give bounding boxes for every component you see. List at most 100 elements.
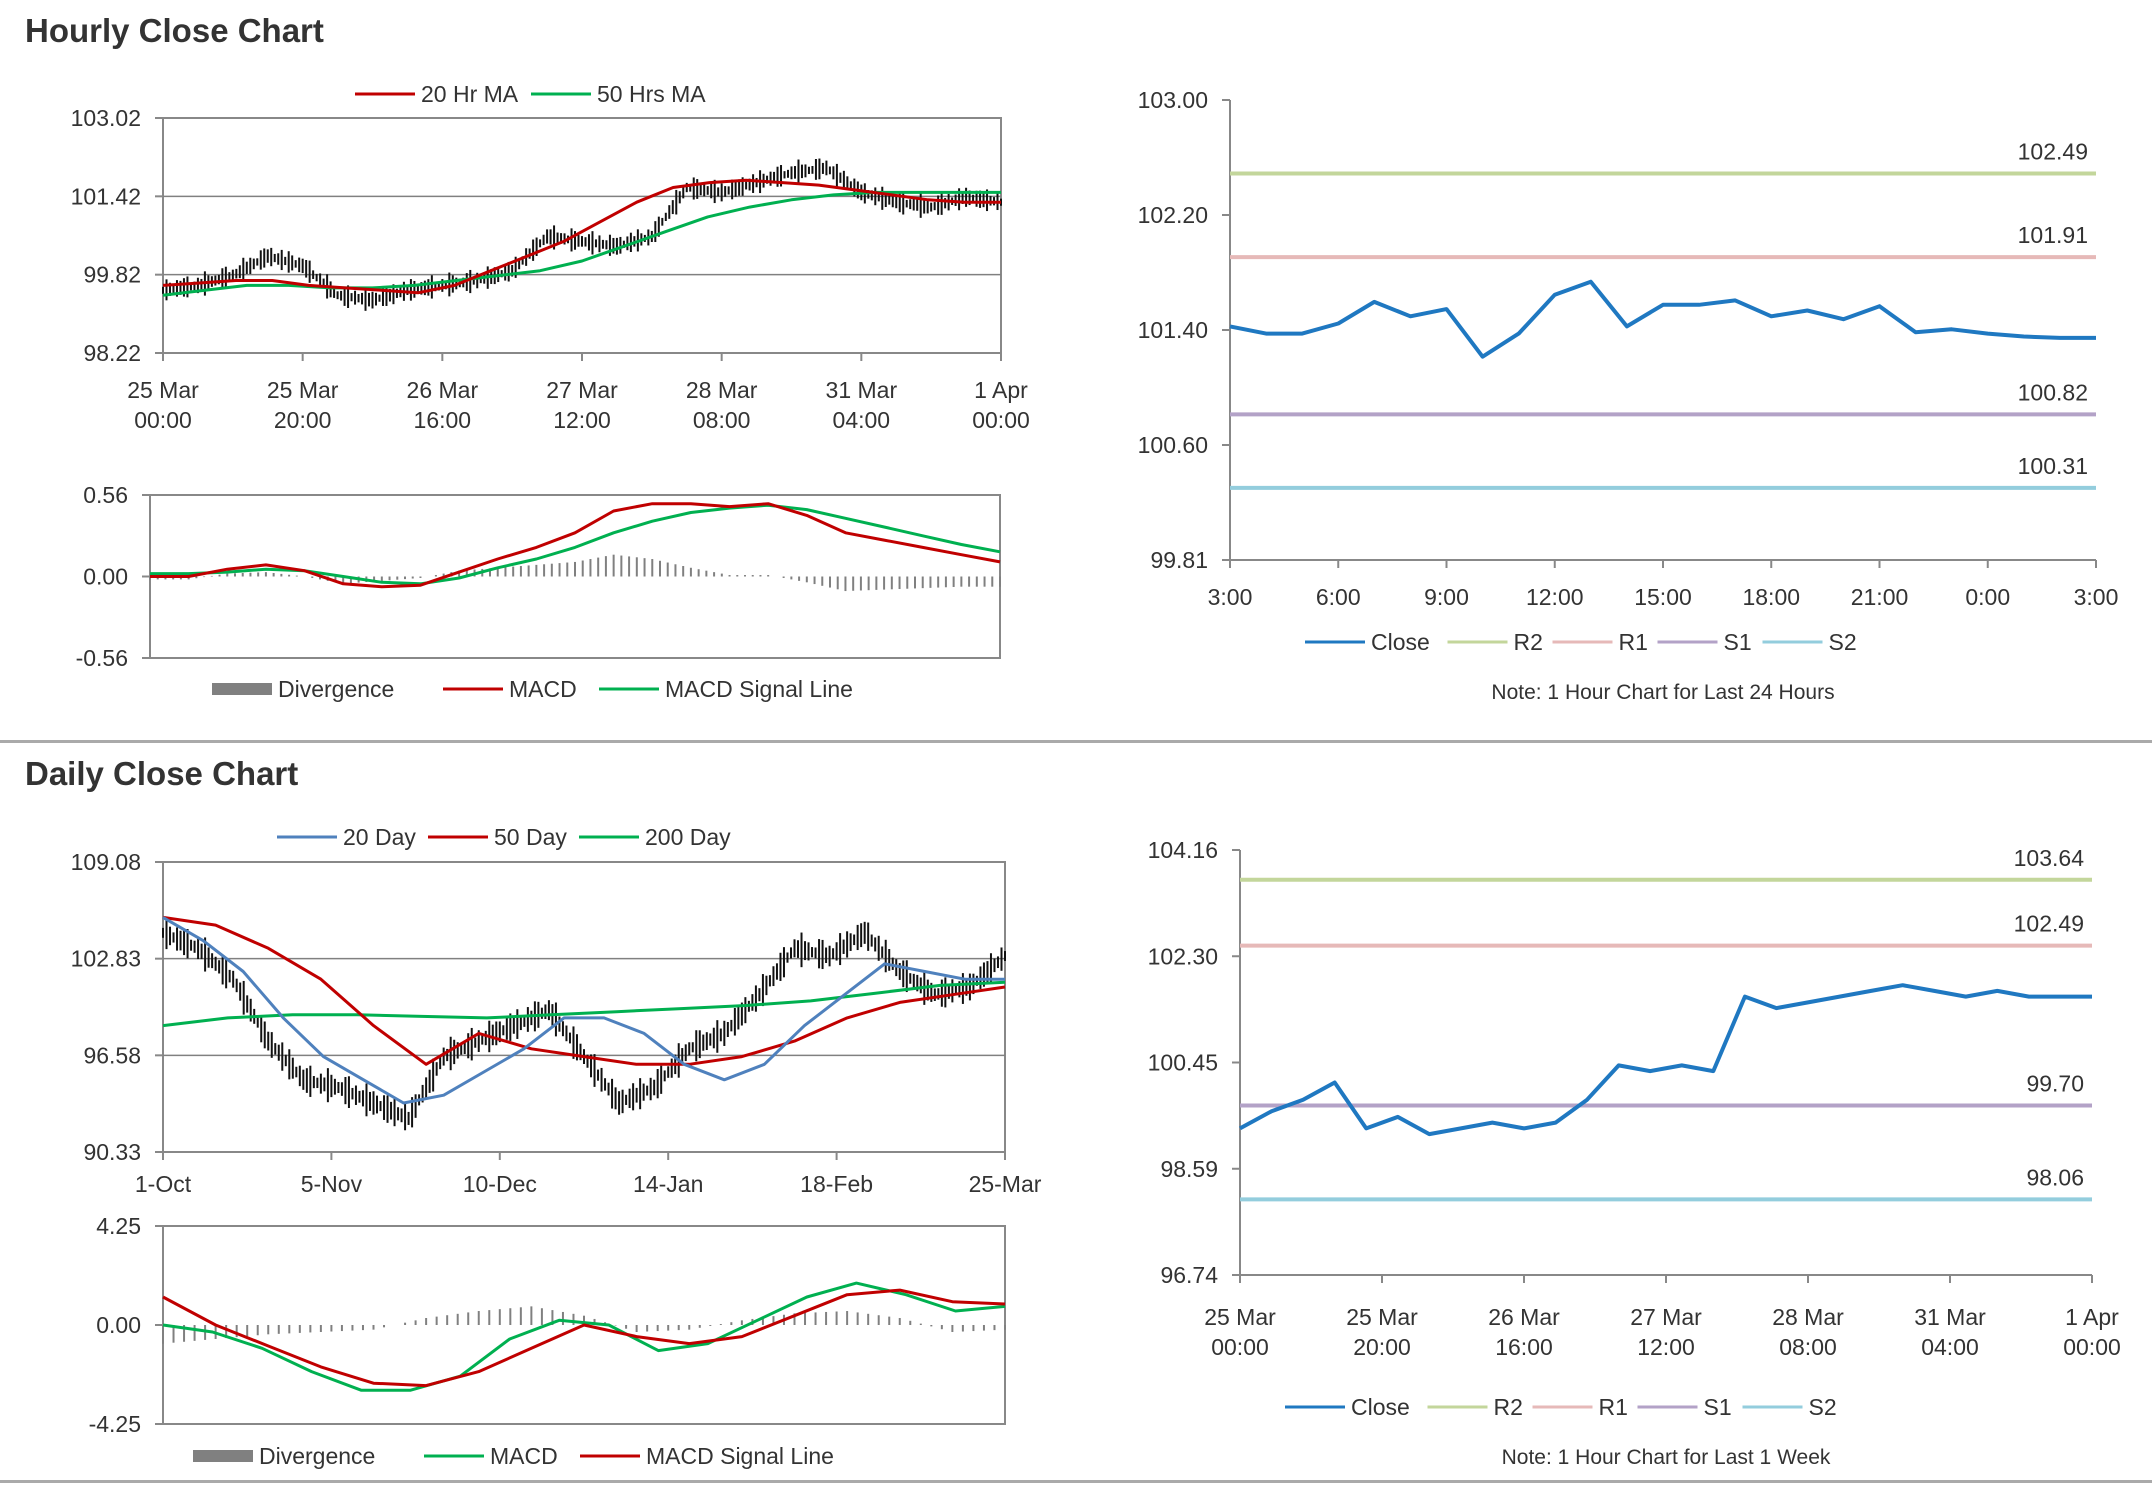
hourly-price-x-tick-label: 25 Mar bbox=[267, 377, 339, 403]
hourly-close-x-tick-label: 21:00 bbox=[1851, 584, 1909, 610]
daily-macd-legend-label: MACD bbox=[490, 1443, 558, 1469]
hourly-price-x-tick-label: 26 Mar bbox=[407, 377, 479, 403]
hourly-close-close-line bbox=[1229, 279, 2096, 359]
daily-close-x-tick-label: 25 Mar bbox=[1204, 1304, 1276, 1330]
daily-price-legend-label: 50 Day bbox=[494, 824, 567, 850]
hourly-price-x-tick-label: 31 Mar bbox=[826, 377, 898, 403]
daily-section-title: Daily Close Chart bbox=[25, 755, 299, 792]
daily-price-x-tick-label: 1-Oct bbox=[135, 1171, 192, 1197]
daily-price-y-tick-label: 109.08 bbox=[71, 849, 141, 875]
hourly-close-legend-label: S1 bbox=[1724, 629, 1752, 655]
daily-close-s2-label: 98.06 bbox=[2026, 1164, 2084, 1190]
hourly-close-y-tick-label: 99.81 bbox=[1150, 547, 1208, 573]
daily-close-x-tick-label: 16:00 bbox=[1495, 1334, 1553, 1360]
hourly-close-y-tick-label: 101.40 bbox=[1138, 317, 1208, 343]
daily-price-frame bbox=[162, 861, 1006, 1153]
hourly-macd-legend-label: Divergence bbox=[278, 676, 394, 702]
daily-close-y-tick-label: 96.74 bbox=[1160, 1262, 1218, 1288]
hourly-macd-legend-label: MACD bbox=[509, 676, 577, 702]
bottom-divider bbox=[0, 1480, 2152, 1483]
daily-close-legend-label: R2 bbox=[1494, 1394, 1523, 1420]
hourly-close-x-tick-label: 18:00 bbox=[1742, 584, 1800, 610]
hourly-close-legend-label: R2 bbox=[1514, 629, 1543, 655]
daily-close-y-tick-label: 102.30 bbox=[1148, 943, 1218, 969]
hourly-price-x-tick-label: 00:00 bbox=[134, 407, 192, 433]
hourly-close-note: Note: 1 Hour Chart for Last 24 Hours bbox=[1491, 681, 1834, 704]
hourly-price-legend-label: 20 Hr MA bbox=[421, 81, 519, 107]
hourly-price-x-tick-label: 08:00 bbox=[693, 407, 751, 433]
hourly-macd-legend-label: MACD Signal Line bbox=[665, 676, 853, 702]
hourly-price-y-tick-label: 98.22 bbox=[83, 340, 141, 366]
daily-close-x-tick-label: 26 Mar bbox=[1488, 1304, 1560, 1330]
daily-price-20day-line bbox=[162, 916, 1005, 1105]
hourly-close-x-tick-label: 0:00 bbox=[1965, 584, 2010, 610]
daily-price-x-tick-label: 14-Jan bbox=[633, 1171, 703, 1197]
hourly-close-y-tick-label: 102.20 bbox=[1138, 202, 1208, 228]
daily-macd-y-tick-label: 0.00 bbox=[96, 1312, 141, 1338]
daily-close-legend-label: S2 bbox=[1809, 1394, 1837, 1420]
daily-close-legend-label: S1 bbox=[1704, 1394, 1732, 1420]
daily-price-200day-line bbox=[162, 980, 1006, 1028]
daily-close-y-tick-label: 98.59 bbox=[1160, 1156, 1218, 1182]
daily-close-r2-label: 103.64 bbox=[2014, 845, 2085, 871]
hourly-price-legend-label: 50 Hrs MA bbox=[597, 81, 706, 107]
daily-close-y-tick-label: 104.16 bbox=[1148, 837, 1218, 863]
hourly-close-y-tick-label: 100.60 bbox=[1138, 432, 1208, 458]
daily-close-x-tick-label: 31 Mar bbox=[1914, 1304, 1986, 1330]
hourly-close-r1-label: 101.91 bbox=[2018, 222, 2088, 248]
hourly-price-x-tick-label: 12:00 bbox=[553, 407, 611, 433]
daily-close-legend-label: R1 bbox=[1599, 1394, 1628, 1420]
hourly-price-x-tick-label: 27 Mar bbox=[546, 377, 618, 403]
daily-macd-y-tick-label: 4.25 bbox=[96, 1213, 141, 1239]
daily-close-note: Note: 1 Hour Chart for Last 1 Week bbox=[1502, 1446, 1831, 1469]
daily-macd-legend-label: Divergence bbox=[259, 1443, 375, 1469]
daily-close-x-tick-label: 08:00 bbox=[1779, 1334, 1837, 1360]
daily-close-r1-label: 102.49 bbox=[2014, 911, 2084, 937]
hourly-price-x-tick-label: 25 Mar bbox=[127, 377, 199, 403]
hourly-price-x-tick-label: 1 Apr bbox=[974, 377, 1028, 403]
hourly-price-x-tick-label: 00:00 bbox=[972, 407, 1030, 433]
daily-macd-signal-line bbox=[162, 1288, 1006, 1388]
hourly-close-x-tick-label: 12:00 bbox=[1526, 584, 1584, 610]
daily-price-50day-line bbox=[162, 915, 1006, 1066]
hourly-close-legend-label: Close bbox=[1371, 629, 1430, 655]
daily-close-y-tick-label: 100.45 bbox=[1148, 1050, 1218, 1076]
daily-macd-legend-swatch bbox=[193, 1450, 253, 1462]
daily-price-y-tick-label: 90.33 bbox=[83, 1139, 141, 1165]
hourly-close-y-tick-label: 103.00 bbox=[1138, 87, 1208, 113]
hourly-close-r2-label: 102.49 bbox=[2018, 139, 2088, 165]
daily-price-y-tick-label: 96.58 bbox=[83, 1042, 141, 1068]
daily-price-legend-label: 20 Day bbox=[343, 824, 416, 850]
hourly-close-x-tick-label: 15:00 bbox=[1634, 584, 1692, 610]
hourly-close-s2-label: 100.31 bbox=[2018, 453, 2088, 479]
section-divider bbox=[0, 740, 2152, 743]
hourly-close-x-tick-label: 3:00 bbox=[1208, 584, 1253, 610]
hourly-close-x-tick-label: 9:00 bbox=[1424, 584, 1469, 610]
hourly-macd-y-tick-label: 0.56 bbox=[83, 482, 128, 508]
daily-price-x-tick-label: 18-Feb bbox=[800, 1171, 873, 1197]
hourly-price-20hr-ma-line bbox=[162, 178, 1001, 295]
daily-close-s1-label: 99.70 bbox=[2026, 1070, 2084, 1096]
daily-close-x-tick-label: 12:00 bbox=[1637, 1334, 1695, 1360]
hourly-macd-y-tick-label: -0.56 bbox=[76, 645, 128, 671]
daily-price-x-tick-label: 25-Mar bbox=[969, 1171, 1042, 1197]
daily-macd-macd-line bbox=[162, 1281, 1006, 1392]
daily-close-close-line bbox=[1239, 983, 2092, 1137]
hourly-macd-y-tick-label: 0.00 bbox=[83, 564, 128, 590]
hourly-price-y-tick-label: 101.42 bbox=[71, 183, 141, 209]
daily-price-legend-label: 200 Day bbox=[645, 824, 731, 850]
hourly-close-legend-label: R1 bbox=[1619, 629, 1648, 655]
daily-close-x-tick-label: 04:00 bbox=[1921, 1334, 1979, 1360]
daily-close-x-tick-label: 20:00 bbox=[1353, 1334, 1411, 1360]
hourly-close-x-tick-label: 3:00 bbox=[2074, 584, 2119, 610]
hourly-close-s1-label: 100.82 bbox=[2018, 379, 2088, 405]
hourly-macd-macd-line bbox=[150, 502, 1001, 589]
hourly-close-legend-label: S2 bbox=[1829, 629, 1857, 655]
daily-price-y-tick-label: 102.83 bbox=[71, 946, 141, 972]
daily-close-x-tick-label: 00:00 bbox=[1211, 1334, 1269, 1360]
daily-price-x-tick-label: 5-Nov bbox=[301, 1171, 363, 1197]
hourly-price-frame bbox=[162, 117, 1002, 354]
hourly-close-x-tick-label: 6:00 bbox=[1316, 584, 1361, 610]
daily-macd-legend-label: MACD Signal Line bbox=[646, 1443, 834, 1469]
